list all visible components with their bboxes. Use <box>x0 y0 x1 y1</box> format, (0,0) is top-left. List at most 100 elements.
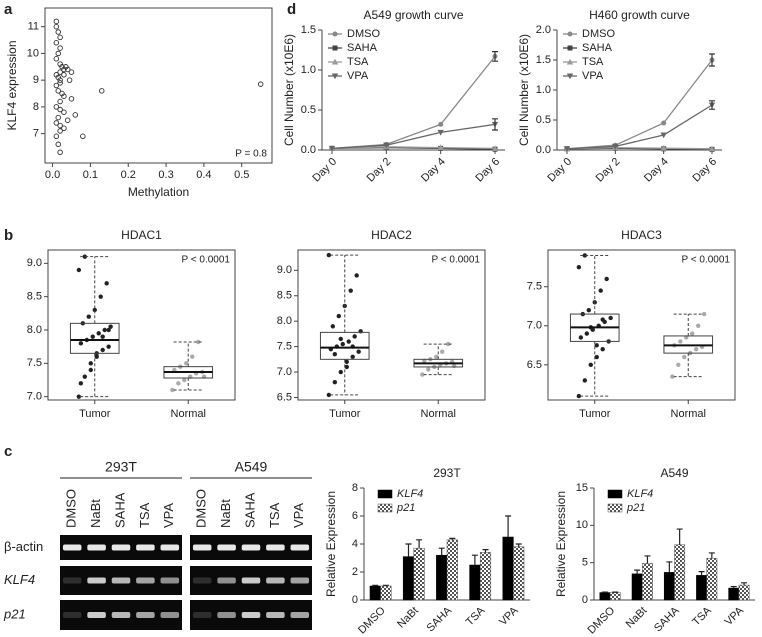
error-bar <box>676 528 683 545</box>
point <box>676 362 681 368</box>
point <box>61 125 67 132</box>
bar <box>663 572 675 601</box>
point <box>356 349 361 354</box>
x-tick-label: Day 2 <box>365 156 394 185</box>
point <box>584 331 590 336</box>
y-tick-label: 9 <box>33 74 39 86</box>
point <box>660 145 667 151</box>
bar <box>738 584 750 601</box>
legend-label: TSA <box>582 56 604 68</box>
x-tick-label: Day 2 <box>594 156 623 185</box>
point <box>68 96 75 102</box>
legend-label: DMSO <box>347 28 380 40</box>
x-tick-label: VPA <box>723 604 747 628</box>
point <box>53 23 60 30</box>
y-tick-label: 2 <box>352 566 358 578</box>
legend-label: SAHA <box>347 42 378 54</box>
y-tick-label: 0.5 <box>536 114 551 126</box>
error-bar <box>405 543 412 557</box>
error-bar <box>644 555 651 564</box>
y-tick-label: 2.0 <box>536 24 551 36</box>
point <box>451 363 457 369</box>
y-tick-label: 5 <box>582 557 588 569</box>
point <box>338 336 343 342</box>
x-tick-label: 0.3 <box>158 169 173 181</box>
error-bar <box>515 543 522 547</box>
error-bar <box>730 585 737 589</box>
point <box>328 145 336 152</box>
point <box>57 80 63 86</box>
point <box>437 129 444 136</box>
point <box>61 72 67 78</box>
point <box>55 141 61 148</box>
chart-title: A549 growth curve <box>363 8 463 22</box>
point <box>108 324 113 329</box>
bar <box>502 536 514 601</box>
bar <box>696 575 707 601</box>
legend-swatch <box>607 489 623 499</box>
y-tick-label: 1.0 <box>536 84 551 96</box>
chart-title: H460 growth curve <box>589 8 690 22</box>
y-tick-label: 6.5 <box>527 359 542 371</box>
panel-label: d <box>287 1 296 18</box>
error-bar <box>382 584 389 586</box>
point <box>53 104 60 110</box>
chart-title: A549 <box>660 466 688 480</box>
x-axis-label: Methylation <box>128 185 189 199</box>
point <box>102 327 107 333</box>
gel-band <box>87 577 106 584</box>
panel-label: a <box>4 1 13 18</box>
error-bar <box>492 118 498 131</box>
gel-band <box>217 544 236 551</box>
point <box>78 381 84 386</box>
whisker <box>173 341 203 367</box>
y-tick-label: 6.5 <box>277 391 292 403</box>
point <box>57 77 63 83</box>
y-tick-label: 1.5 <box>536 54 551 66</box>
bar <box>513 546 525 601</box>
point <box>670 374 675 379</box>
legend-swatch <box>377 489 393 499</box>
legend-label: VPA <box>582 70 604 82</box>
whisker <box>80 256 110 324</box>
point <box>678 339 683 344</box>
x-tick-label: TSA <box>464 604 488 628</box>
whisker <box>330 254 360 333</box>
point <box>96 331 101 336</box>
gel-row-label: p21 <box>3 606 26 621</box>
point <box>576 264 582 270</box>
point <box>576 393 582 399</box>
y-tick-label: 10 <box>27 47 39 59</box>
legend-marker <box>332 45 338 51</box>
y-tick-label: 11 <box>28 21 39 33</box>
y-tick-label: 0 <box>352 594 358 606</box>
error-bar <box>666 561 673 573</box>
point <box>106 344 111 349</box>
x-tick-label: 0.4 <box>196 169 211 181</box>
x-tick-label: Day 4 <box>642 156 671 185</box>
point <box>682 354 687 360</box>
x-tick-label: 0.2 <box>121 169 136 181</box>
whisker <box>673 353 703 378</box>
error-bar <box>471 554 478 565</box>
y-axis-label: Cell Number (x10E6) <box>517 34 531 146</box>
point <box>434 354 439 359</box>
y-tick-label: 8 <box>352 482 358 494</box>
bar <box>369 585 381 601</box>
gel-band <box>241 577 261 584</box>
point <box>98 88 105 94</box>
whisker <box>673 313 703 336</box>
point <box>176 381 181 386</box>
x-tick-label: Tumor <box>329 408 361 420</box>
point <box>80 133 86 140</box>
point <box>420 372 425 377</box>
point <box>55 114 61 121</box>
chart-title: HDAC1 <box>121 228 162 242</box>
gel-row-label: KLF4 <box>4 572 35 587</box>
legend-marker <box>566 73 574 80</box>
y-tick-label: 7.0 <box>27 391 42 403</box>
point <box>344 364 349 370</box>
point <box>383 142 390 149</box>
point <box>661 120 667 126</box>
